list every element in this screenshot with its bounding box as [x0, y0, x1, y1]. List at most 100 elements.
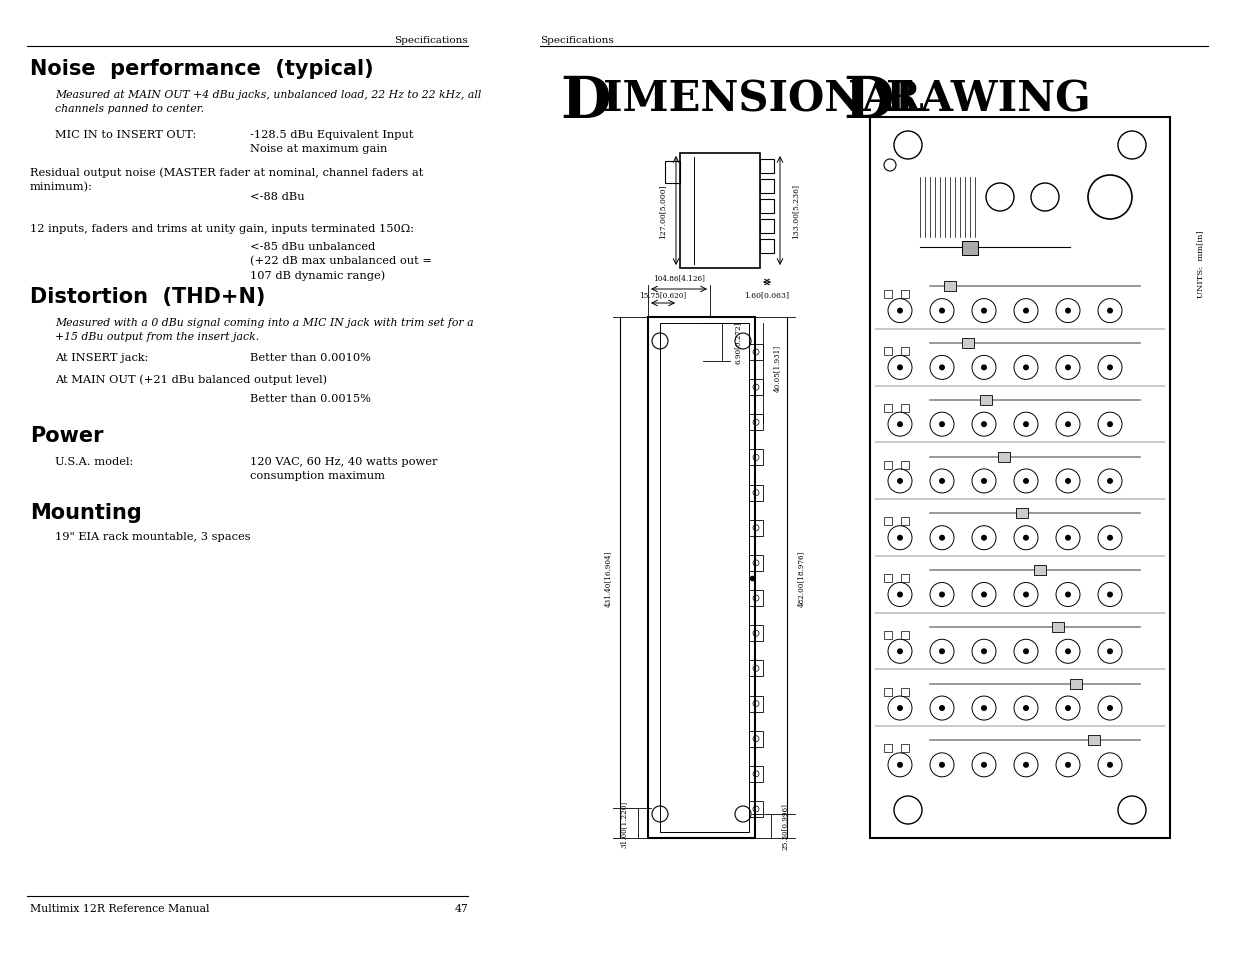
Text: RAWING: RAWING: [885, 78, 1091, 120]
Bar: [748, 520, 763, 537]
Text: 431.40[16.904]: 431.40[16.904]: [604, 550, 613, 606]
Text: 31.00[1.220]: 31.00[1.220]: [620, 800, 629, 846]
Bar: [748, 556, 763, 572]
Circle shape: [1023, 705, 1029, 711]
Circle shape: [1107, 478, 1113, 484]
Text: U.S.A. model:: U.S.A. model:: [56, 456, 133, 467]
Text: Better than 0.0010%: Better than 0.0010%: [249, 353, 370, 363]
Circle shape: [1065, 308, 1071, 314]
Bar: [962, 338, 974, 349]
Bar: [998, 452, 1010, 462]
Text: 1.60[0.063]: 1.60[0.063]: [745, 291, 789, 298]
Circle shape: [1023, 365, 1029, 371]
Text: D: D: [559, 74, 610, 130]
Text: <-85 dBu unbalanced
(+22 dB max unbalanced out =
107 dB dynamic range): <-85 dBu unbalanced (+22 dB max unbalanc…: [249, 242, 432, 281]
Text: 127.00[5.000]: 127.00[5.000]: [658, 184, 666, 238]
Bar: [748, 766, 763, 782]
Circle shape: [981, 592, 987, 598]
Circle shape: [939, 536, 945, 541]
Text: Mounting: Mounting: [30, 502, 142, 522]
Circle shape: [897, 649, 903, 655]
Text: Measured at MAIN OUT +4 dBu jacks, unbalanced load, 22 Hz to 22 kHz, all
channel: Measured at MAIN OUT +4 dBu jacks, unbal…: [56, 90, 482, 114]
Circle shape: [1107, 365, 1113, 371]
Bar: [1088, 736, 1100, 745]
Circle shape: [939, 649, 945, 655]
Circle shape: [1065, 536, 1071, 541]
Text: 482.00[18.976]: 482.00[18.976]: [797, 550, 805, 606]
Circle shape: [1065, 478, 1071, 484]
Circle shape: [897, 365, 903, 371]
Text: 12 inputs, faders and trims at unity gain, inputs terminated 150Ω:: 12 inputs, faders and trims at unity gai…: [30, 224, 414, 233]
Text: 104.86[4.126]: 104.86[4.126]: [653, 274, 705, 282]
Bar: [944, 282, 956, 292]
Bar: [884, 575, 892, 582]
Text: 40.05[1.931]: 40.05[1.931]: [773, 344, 781, 391]
Circle shape: [1065, 365, 1071, 371]
Text: 47: 47: [454, 903, 468, 913]
Text: 15.75[0.620]: 15.75[0.620]: [640, 291, 687, 298]
Text: Distortion  (THD+N): Distortion (THD+N): [30, 287, 266, 307]
Circle shape: [897, 592, 903, 598]
Bar: [648, 317, 755, 838]
Circle shape: [897, 762, 903, 768]
Bar: [981, 395, 992, 405]
Circle shape: [1107, 762, 1113, 768]
Circle shape: [1065, 705, 1071, 711]
Text: 6.90[0.272]: 6.90[0.272]: [734, 321, 742, 364]
Circle shape: [1065, 592, 1071, 598]
Bar: [884, 744, 892, 753]
Text: 120 VAC, 60 Hz, 40 watts power
consumption maximum: 120 VAC, 60 Hz, 40 watts power consumpti…: [249, 456, 437, 480]
Bar: [664, 162, 680, 184]
Circle shape: [939, 422, 945, 428]
Circle shape: [981, 705, 987, 711]
Circle shape: [939, 592, 945, 598]
Circle shape: [1065, 762, 1071, 768]
Bar: [748, 696, 763, 712]
Text: At MAIN OUT (+21 dBu balanced output level): At MAIN OUT (+21 dBu balanced output lev…: [56, 374, 327, 384]
Circle shape: [1023, 762, 1029, 768]
Text: Measured with a 0 dBu signal coming into a MIC IN jack with trim set for a
+15 d: Measured with a 0 dBu signal coming into…: [56, 317, 474, 342]
Text: 133.00[5.236]: 133.00[5.236]: [790, 184, 799, 239]
Circle shape: [939, 478, 945, 484]
Bar: [902, 744, 909, 753]
Circle shape: [1107, 649, 1113, 655]
Circle shape: [1023, 536, 1029, 541]
Circle shape: [1065, 649, 1071, 655]
Circle shape: [939, 308, 945, 314]
Text: Better than 0.0015%: Better than 0.0015%: [249, 394, 370, 403]
Circle shape: [1065, 422, 1071, 428]
Bar: [748, 801, 763, 817]
Text: At INSERT jack:: At INSERT jack:: [56, 353, 148, 363]
Text: Multimix 12R Reference Manual: Multimix 12R Reference Manual: [30, 903, 210, 913]
Bar: [884, 404, 892, 413]
Bar: [884, 291, 892, 299]
Bar: [748, 415, 763, 431]
Circle shape: [1107, 592, 1113, 598]
Bar: [760, 200, 774, 213]
Circle shape: [897, 308, 903, 314]
Bar: [748, 485, 763, 501]
Circle shape: [981, 536, 987, 541]
Circle shape: [981, 762, 987, 768]
Bar: [884, 348, 892, 355]
Circle shape: [939, 365, 945, 371]
Text: Residual output noise (MASTER fader at nominal, channel faders at
minimum):: Residual output noise (MASTER fader at n…: [30, 167, 424, 192]
Text: Power: Power: [30, 426, 104, 446]
Circle shape: [981, 308, 987, 314]
Bar: [760, 220, 774, 233]
Circle shape: [1023, 592, 1029, 598]
Text: Noise  performance  (typical): Noise performance (typical): [30, 59, 374, 79]
Circle shape: [1107, 705, 1113, 711]
Circle shape: [981, 649, 987, 655]
Circle shape: [897, 705, 903, 711]
Circle shape: [1107, 422, 1113, 428]
Bar: [1016, 509, 1028, 518]
Bar: [902, 517, 909, 526]
Bar: [902, 688, 909, 696]
Bar: [760, 240, 774, 253]
Bar: [748, 379, 763, 395]
Text: Specifications: Specifications: [394, 36, 468, 45]
Bar: [659, 324, 748, 832]
Bar: [884, 461, 892, 469]
Text: UNITS:  mm[in]: UNITS: mm[in]: [1195, 230, 1204, 297]
